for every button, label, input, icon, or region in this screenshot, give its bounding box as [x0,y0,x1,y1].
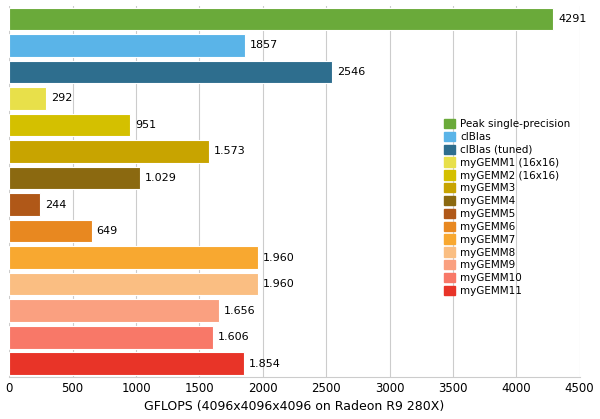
Bar [9,8,553,30]
Text: 244: 244 [45,199,67,210]
X-axis label: GFLOPS (4096x4096x4096 on Radeon R9 280X): GFLOPS (4096x4096x4096 on Radeon R9 280X… [145,401,445,414]
Text: 1.606: 1.606 [218,332,250,342]
Text: 649: 649 [97,226,118,236]
Bar [9,326,213,349]
Text: 951: 951 [135,120,156,130]
Text: 292: 292 [52,93,73,103]
Legend: Peak single-precision, clBlas, clBlas (tuned), myGEMM1 (16x16), myGEMM2 (16x16),: Peak single-precision, clBlas, clBlas (t… [440,115,574,300]
Bar [9,61,332,83]
Text: 1.854: 1.854 [250,359,281,369]
Bar [9,34,245,57]
Bar [9,167,140,189]
Text: 1.960: 1.960 [263,253,295,263]
Text: 1.029: 1.029 [145,173,176,183]
Bar [9,114,130,136]
Bar [9,140,209,163]
Bar [9,300,219,322]
Bar [9,352,244,375]
Text: 4291: 4291 [558,14,587,24]
Text: 1.960: 1.960 [263,279,295,289]
Text: 2546: 2546 [337,67,365,77]
Text: 1.573: 1.573 [214,147,245,156]
Bar [9,87,46,110]
Bar [9,273,257,295]
Bar [9,220,92,242]
Text: 1857: 1857 [250,40,278,50]
Text: 1.656: 1.656 [224,306,256,316]
Bar [9,246,257,269]
Bar [9,193,40,216]
